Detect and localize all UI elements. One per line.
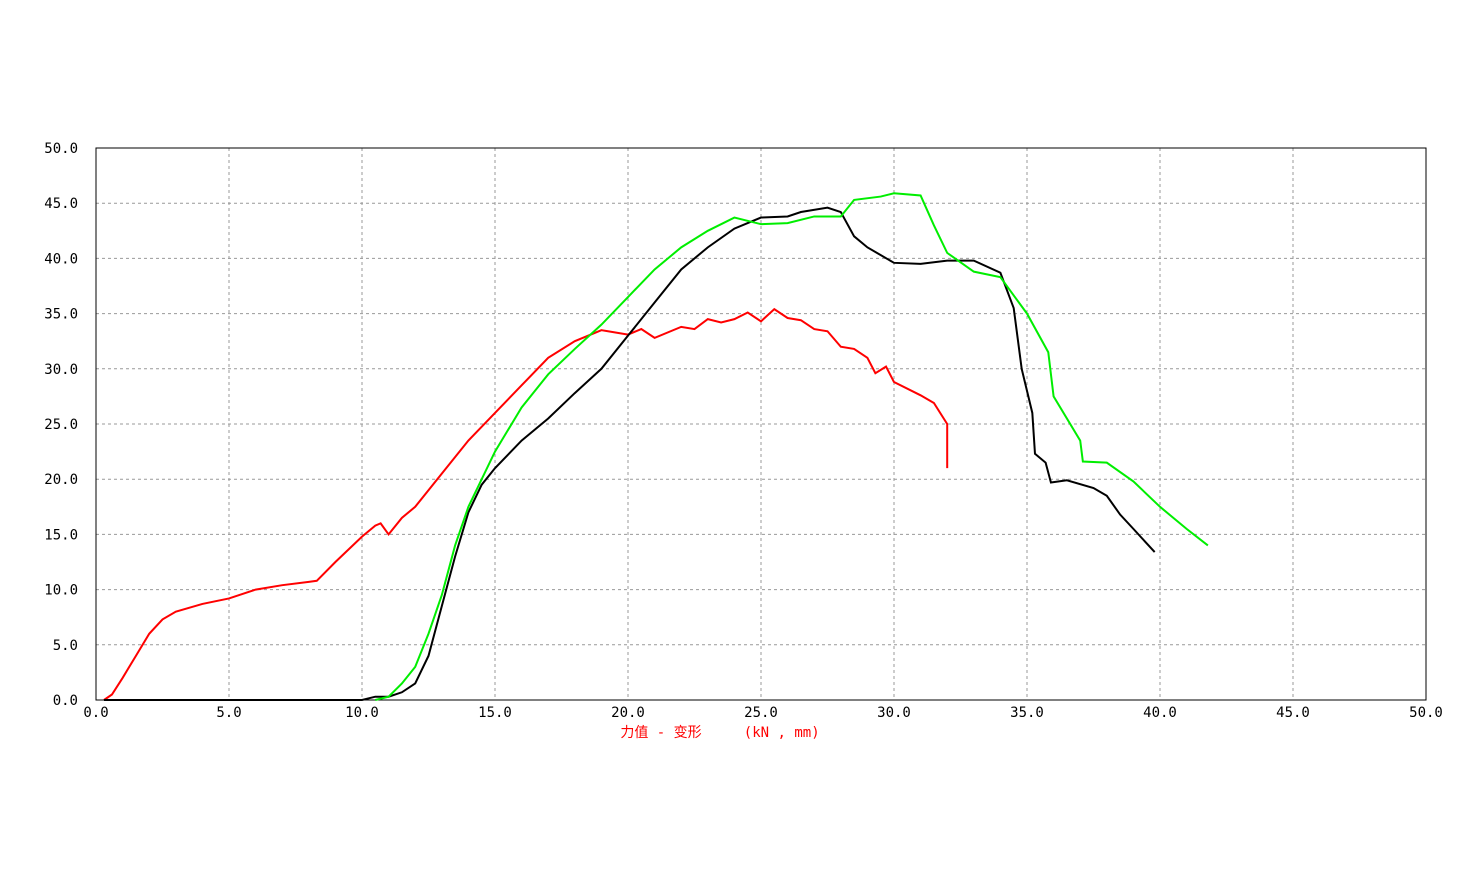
x-tick-label: 50.0	[1409, 705, 1443, 721]
x-tick-label: 20.0	[611, 705, 645, 721]
x-tick-label: 45.0	[1276, 705, 1310, 721]
y-tick-label: 5.0	[53, 638, 78, 654]
y-tick-label: 30.0	[44, 362, 78, 378]
data-line	[103, 206, 1156, 701]
x-tick-label: 15.0	[478, 705, 512, 721]
x-tick-label: 40.0	[1143, 705, 1177, 721]
x-tick-label: 30.0	[877, 705, 911, 721]
y-tick-label: 35.0	[44, 307, 78, 323]
y-tick-label: 50.0	[44, 141, 78, 157]
x-tick-label: 5.0	[216, 705, 241, 721]
x-tick-label: 35.0	[1010, 705, 1044, 721]
y-tick-label: 40.0	[44, 251, 78, 267]
data-line	[375, 192, 1209, 701]
x-tick-label: 0.0	[83, 705, 108, 721]
y-tick-label: 10.0	[44, 583, 78, 599]
y-tick-label: 20.0	[44, 472, 78, 488]
x-tick-label: 10.0	[345, 705, 379, 721]
y-tick-label: 0.0	[53, 693, 78, 709]
y-tick-label: 15.0	[44, 527, 78, 543]
y-tick-label: 25.0	[44, 417, 78, 433]
x-axis-label: 力值 - 变形 (kN , mm)	[620, 725, 819, 741]
plot-frame	[95, 147, 1427, 701]
y-tick-label: 45.0	[44, 196, 78, 212]
x-tick-label: 25.0	[744, 705, 778, 721]
data-line	[103, 307, 949, 701]
